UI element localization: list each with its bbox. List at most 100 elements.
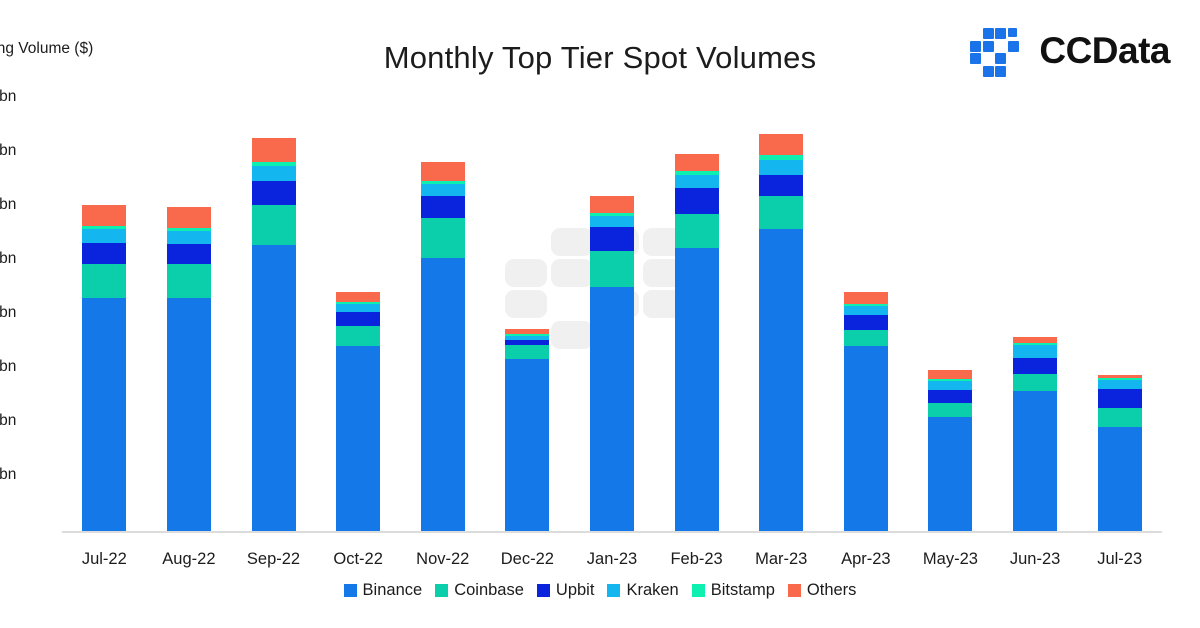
bar-segment-bitstamp[interactable]	[1097, 377, 1142, 380]
bar-segment-others[interactable]	[505, 328, 550, 334]
bar-segment-binance[interactable]	[166, 297, 211, 531]
bar-segment-coinbase[interactable]	[336, 325, 381, 347]
bar-segment-bitstamp[interactable]	[590, 212, 634, 217]
bar-segment-binance[interactable]	[82, 297, 127, 531]
bar-segment-kraken[interactable]	[251, 166, 296, 182]
bar-segment-others[interactable]	[82, 204, 127, 227]
bar-stack[interactable]	[1013, 336, 1058, 531]
bar-segment-upbit[interactable]	[759, 174, 804, 197]
bar-segment-binance[interactable]	[251, 244, 296, 531]
bar-segment-bitstamp[interactable]	[674, 171, 719, 176]
bar-stack[interactable]	[420, 162, 465, 531]
bar-stack[interactable]	[928, 370, 973, 531]
bar-segment-coinbase[interactable]	[166, 264, 211, 298]
bar-segment-others[interactable]	[166, 206, 211, 229]
bar-segment-upbit[interactable]	[505, 339, 550, 346]
bar-segment-kraken[interactable]	[420, 183, 465, 196]
bar-segment-kraken[interactable]	[336, 304, 381, 312]
bar-segment-upbit[interactable]	[336, 311, 381, 326]
bar-segment-coinbase[interactable]	[251, 204, 296, 245]
bar-segment-kraken[interactable]	[505, 335, 550, 340]
bar-segment-upbit[interactable]	[928, 389, 973, 404]
bar-segment-kraken[interactable]	[590, 216, 634, 227]
bar-segment-others[interactable]	[590, 195, 634, 213]
legend-item-kraken[interactable]: Kraken	[607, 581, 679, 600]
bar-segment-coinbase[interactable]	[420, 218, 465, 259]
x-axis-tick-label: Aug-22	[162, 550, 216, 568]
bar-segment-binance[interactable]	[843, 346, 888, 531]
bar-segment-coinbase[interactable]	[843, 330, 888, 347]
bar-segment-others[interactable]	[928, 370, 973, 379]
legend-item-others[interactable]: Others	[787, 581, 856, 600]
bar-segment-others[interactable]	[674, 154, 719, 172]
bar-segment-coinbase[interactable]	[590, 251, 634, 287]
bar-segment-upbit[interactable]	[843, 315, 888, 331]
ccdata-logo-text: CCData	[1039, 29, 1170, 71]
bar-segment-kraken[interactable]	[843, 306, 888, 316]
bar-stack[interactable]	[843, 292, 888, 531]
legend-item-binance[interactable]: Binance	[343, 581, 422, 600]
bar-segment-kraken[interactable]	[166, 230, 211, 244]
bar-stack[interactable]	[1097, 374, 1142, 531]
bar-segment-bitstamp[interactable]	[843, 304, 888, 307]
bar-segment-coinbase[interactable]	[928, 403, 973, 417]
bar-segment-bitstamp[interactable]	[251, 161, 296, 166]
bar-segment-binance[interactable]	[1013, 390, 1058, 531]
bar-segment-upbit[interactable]	[1013, 358, 1058, 375]
bar-segment-coinbase[interactable]	[759, 196, 804, 229]
bar-segment-bitstamp[interactable]	[82, 226, 127, 230]
bar-stack[interactable]	[590, 195, 634, 531]
legend-item-bitstamp[interactable]: Bitstamp	[691, 581, 775, 600]
bar-segment-upbit[interactable]	[251, 181, 296, 205]
legend-item-upbit[interactable]: Upbit	[536, 581, 594, 600]
bar-segment-binance[interactable]	[1097, 427, 1142, 531]
bar-segment-binance[interactable]	[928, 416, 973, 531]
bar-stack[interactable]	[759, 133, 804, 531]
bar-segment-kraken[interactable]	[928, 380, 973, 390]
bar-segment-coinbase[interactable]	[505, 345, 550, 360]
bar-segment-binance[interactable]	[674, 247, 719, 531]
bar-segment-bitstamp[interactable]	[928, 378, 973, 381]
bar-segment-binance[interactable]	[505, 359, 550, 531]
bar-segment-upbit[interactable]	[1097, 389, 1142, 408]
bar-segment-others[interactable]	[1097, 374, 1142, 378]
bar-segment-coinbase[interactable]	[1013, 374, 1058, 391]
bar-segment-others[interactable]	[843, 292, 888, 305]
bar-segment-bitstamp[interactable]	[1013, 343, 1058, 346]
bar-segment-bitstamp[interactable]	[759, 155, 804, 160]
bar-segment-upbit[interactable]	[420, 195, 465, 219]
bar-segment-binance[interactable]	[336, 346, 381, 531]
bar-segment-others[interactable]	[336, 292, 381, 303]
bar-segment-bitstamp[interactable]	[505, 333, 550, 336]
bar-stack[interactable]	[251, 137, 296, 531]
bar-segment-bitstamp[interactable]	[166, 228, 211, 231]
bar-segment-others[interactable]	[420, 162, 465, 181]
bar-segment-kraken[interactable]	[1013, 345, 1058, 359]
bar-segment-others[interactable]	[251, 137, 296, 162]
bar-segment-upbit[interactable]	[674, 188, 719, 215]
bar-segment-others[interactable]	[1013, 336, 1058, 344]
bar-segment-upbit[interactable]	[590, 227, 634, 252]
bar-segment-binance[interactable]	[590, 286, 634, 531]
bar-segment-kraken[interactable]	[82, 229, 127, 243]
legend-item-coinbase[interactable]: Coinbase	[435, 581, 524, 600]
bar-stack[interactable]	[82, 204, 127, 531]
bar-stack[interactable]	[505, 328, 550, 531]
bar-stack[interactable]	[336, 292, 381, 531]
bar-segment-others[interactable]	[759, 133, 804, 156]
bar-stack[interactable]	[674, 154, 719, 531]
bar-segment-coinbase[interactable]	[1097, 407, 1142, 428]
bar-segment-bitstamp[interactable]	[336, 302, 381, 305]
bar-stack[interactable]	[166, 206, 211, 531]
bar-segment-kraken[interactable]	[674, 175, 719, 189]
bar-segment-upbit[interactable]	[166, 243, 211, 265]
bar-segment-kraken[interactable]	[1097, 379, 1142, 389]
bar-segment-binance[interactable]	[759, 228, 804, 531]
bar-segment-bitstamp[interactable]	[420, 180, 465, 184]
bar-segment-coinbase[interactable]	[82, 264, 127, 298]
bar-segment-upbit[interactable]	[82, 242, 127, 265]
bar-segment-coinbase[interactable]	[674, 214, 719, 248]
ccdata-logo: CCData	[970, 28, 1170, 77]
bar-segment-binance[interactable]	[420, 258, 465, 531]
bar-segment-kraken[interactable]	[759, 159, 804, 175]
